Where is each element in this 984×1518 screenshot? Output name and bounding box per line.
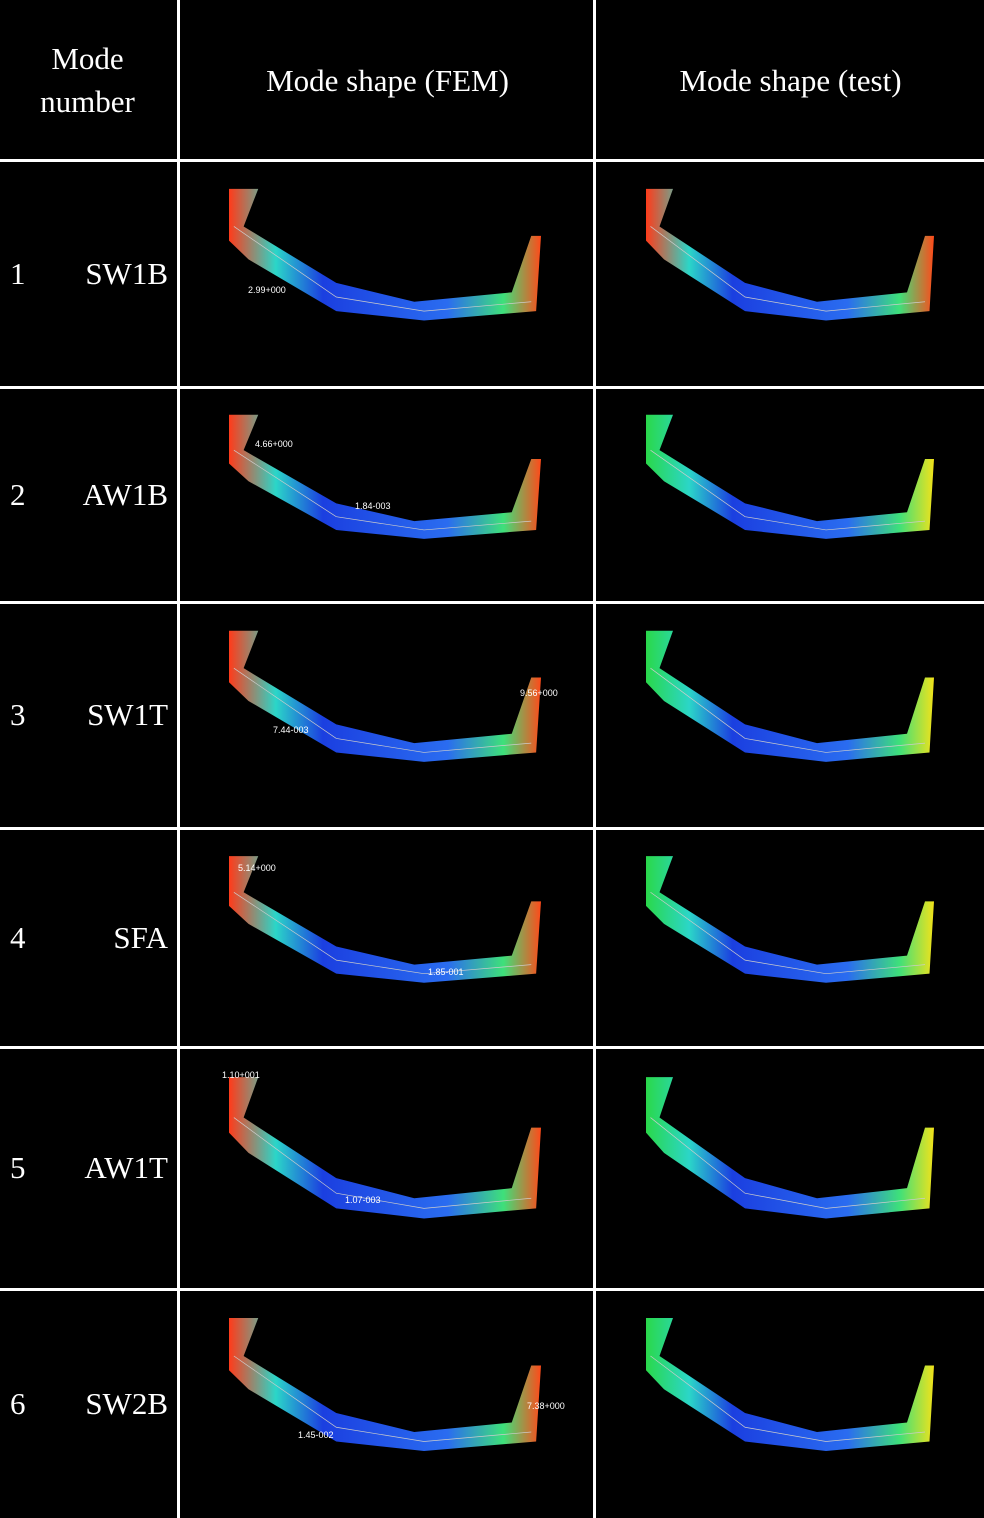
- mode-shape-image: [610, 838, 970, 1037]
- mode-shape-image: [190, 397, 580, 592]
- value-label: 1.85-001: [428, 967, 464, 977]
- table: Mode number Mode shape (FEM) Mode shape …: [0, 0, 984, 1518]
- mode-shape-image: [610, 397, 970, 592]
- header-mode-number: Mode number: [20, 0, 155, 160]
- value-label: 2.99+000: [248, 285, 286, 295]
- mode-shape-image: [190, 612, 580, 818]
- row-border: [0, 386, 984, 389]
- mode-number: 5: [10, 1150, 26, 1186]
- mode-name: SW2B: [85, 1386, 168, 1422]
- mode-name: AW1T: [84, 1150, 168, 1186]
- mode-name: SW1B: [85, 256, 168, 292]
- column-border: [593, 0, 596, 1518]
- mode-number: 6: [10, 1386, 26, 1422]
- mode-shape-image: [610, 170, 970, 377]
- column-border: [177, 0, 180, 1518]
- mode-shape-image: [190, 1057, 580, 1279]
- mode-name: SFA: [113, 920, 168, 956]
- mode-number: 2: [10, 477, 26, 513]
- value-label: 7.44-003: [273, 725, 309, 735]
- value-label: 1.84-003: [355, 501, 391, 511]
- mode-number: 4: [10, 920, 26, 956]
- value-label: 7.38+000: [527, 1401, 565, 1411]
- mode-shape-image: [610, 1057, 970, 1279]
- header-fem: Mode shape (FEM): [181, 0, 594, 160]
- value-label: 4.66+000: [255, 439, 293, 449]
- mode-name: AW1B: [83, 477, 168, 513]
- mode-shape-image: [190, 1299, 580, 1508]
- row-border: [0, 1046, 984, 1049]
- row-border: [0, 159, 984, 162]
- value-label: 9.56+000: [520, 688, 558, 698]
- mode-number: 3: [10, 697, 26, 733]
- row-border: [0, 827, 984, 830]
- value-label: 5.14+000: [238, 863, 276, 873]
- mode-number: 1: [10, 256, 26, 292]
- value-label: 1.10+001: [222, 1070, 260, 1080]
- row-border: [0, 601, 984, 604]
- row-border: [0, 1288, 984, 1291]
- mode-shape-image: [610, 612, 970, 818]
- header-test: Mode shape (test): [597, 0, 984, 160]
- value-label: 1.07-003: [345, 1195, 381, 1205]
- value-label: 1.45-002: [298, 1430, 334, 1440]
- mode-name: SW1T: [87, 697, 168, 733]
- mode-shape-image: [610, 1299, 970, 1508]
- mode-shape-image: [190, 170, 580, 377]
